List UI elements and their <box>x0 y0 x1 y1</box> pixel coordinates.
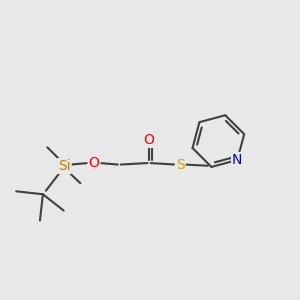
Text: S: S <box>176 158 184 172</box>
Text: Si: Si <box>58 159 70 173</box>
Text: N: N <box>232 153 242 167</box>
Text: O: O <box>88 156 100 170</box>
Text: O: O <box>144 133 154 147</box>
